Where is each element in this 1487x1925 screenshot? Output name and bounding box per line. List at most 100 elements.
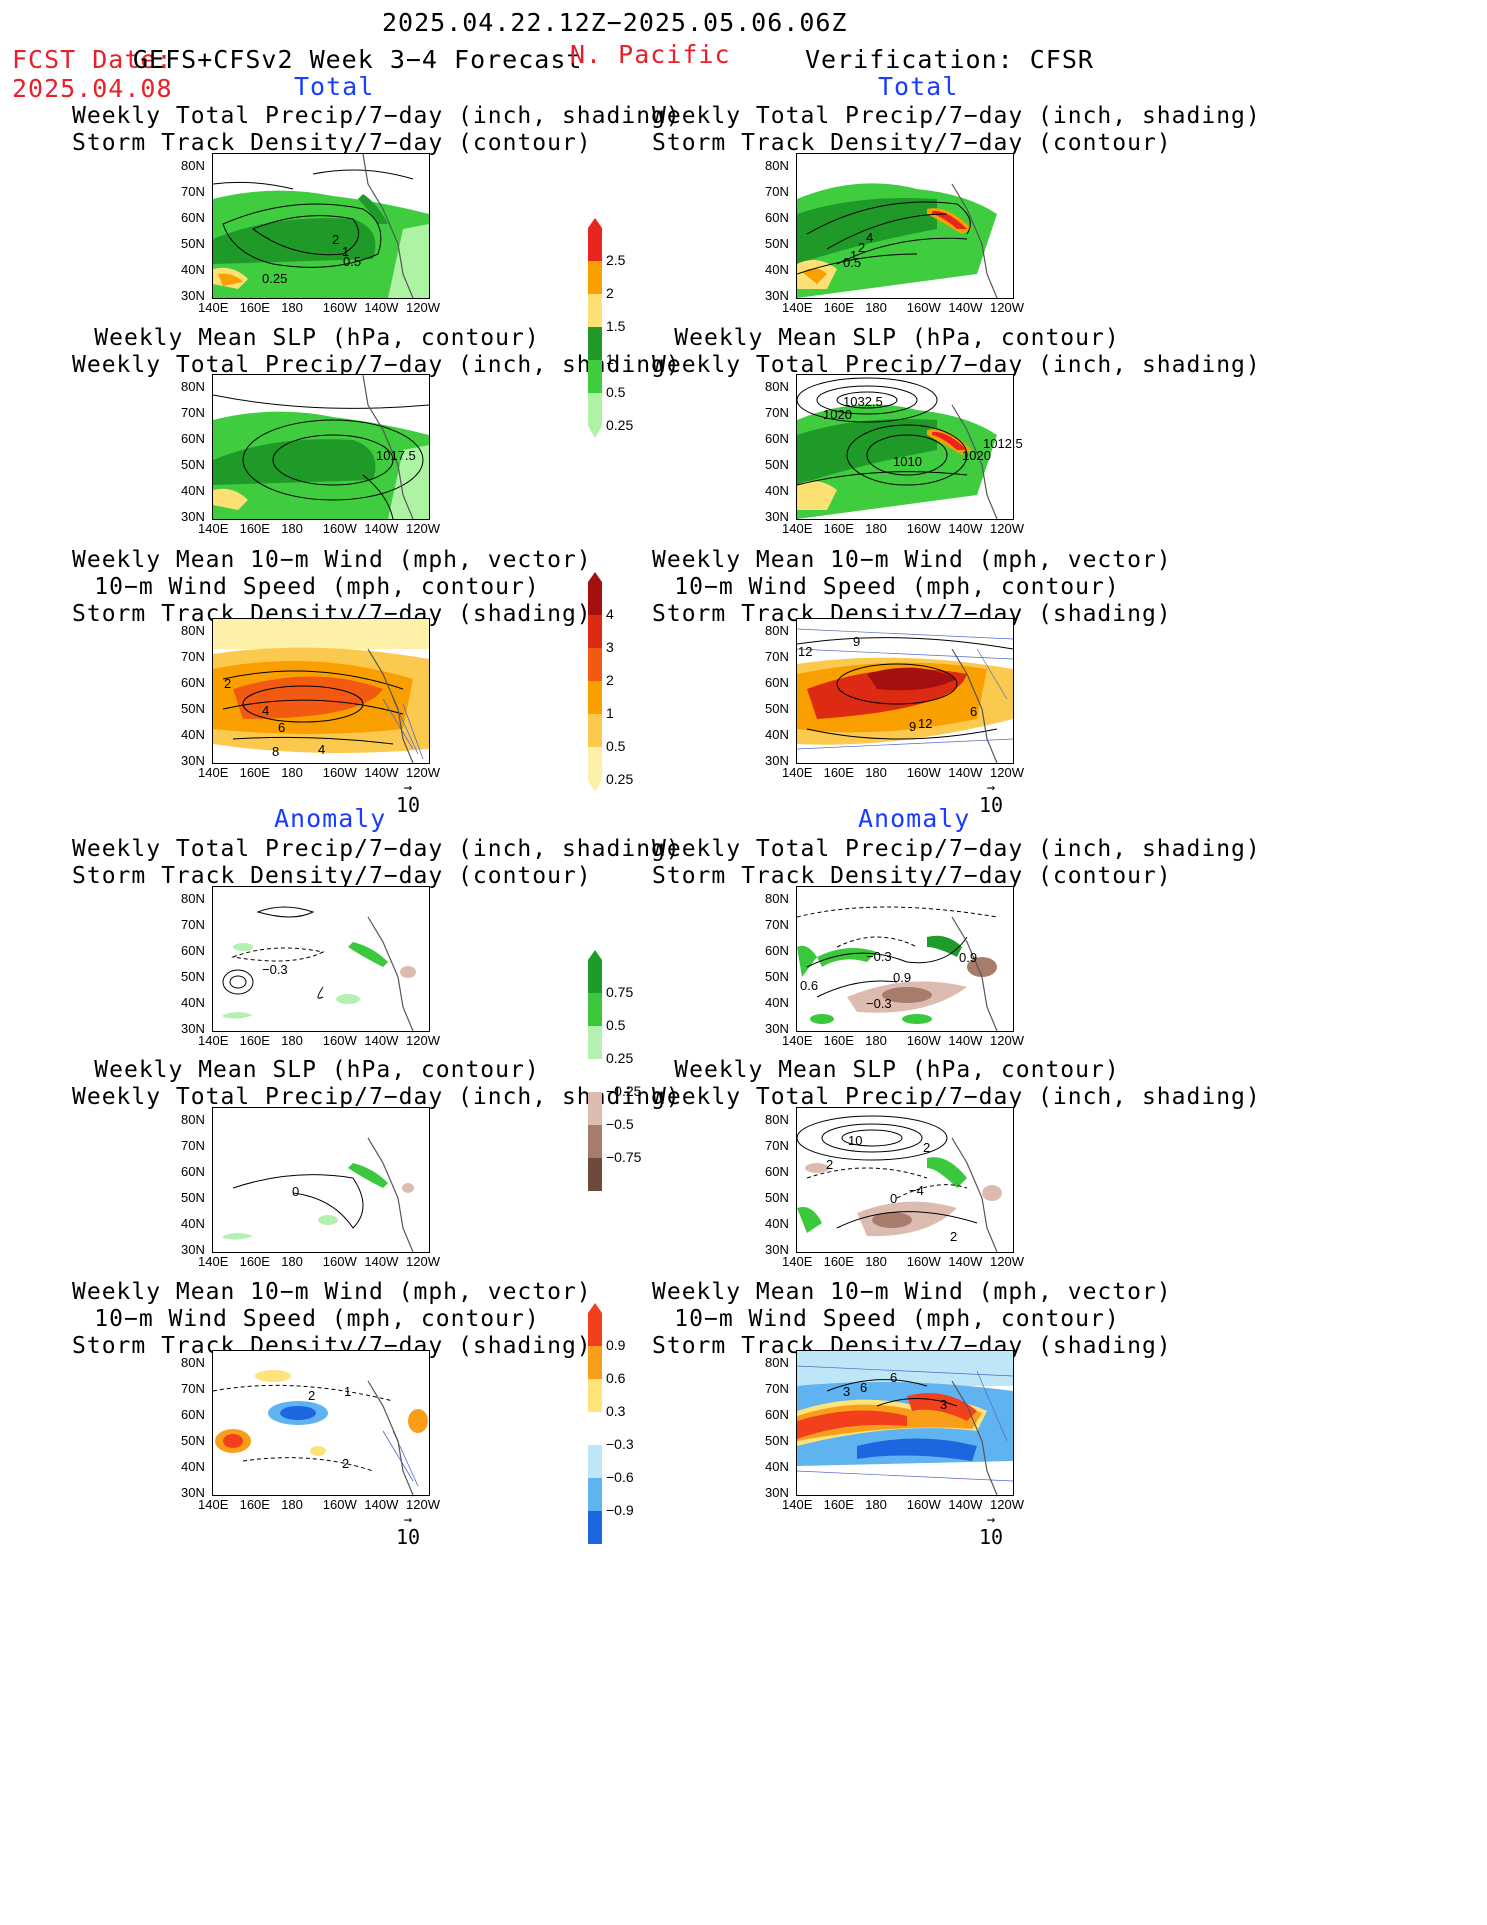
lat-tick-label: 60N xyxy=(181,210,205,225)
colorbar-segment xyxy=(588,360,602,393)
colorbar-segment xyxy=(588,993,602,1026)
lat-tick-label: 80N xyxy=(181,1355,205,1370)
contour-label: −0.3 xyxy=(866,996,892,1011)
contour-label: 3 xyxy=(843,1384,851,1399)
lon-tick-label: 180 xyxy=(281,300,303,315)
colorbar-tick-label: −0.75 xyxy=(606,1149,642,1165)
lat-tick-label: 50N xyxy=(765,701,789,716)
lon-tick-label: 160E xyxy=(239,1033,270,1048)
colorbar-tick-label: 4 xyxy=(606,606,614,622)
lat-tick-label: 60N xyxy=(765,1407,789,1422)
lon-tick-label: 180 xyxy=(865,300,887,315)
contour-label: 2 xyxy=(224,676,232,691)
contour-label: −0.3 xyxy=(866,949,892,964)
lon-tick-label: 160W xyxy=(906,300,941,315)
colorbar-tick-label: 0.25 xyxy=(606,417,634,433)
colorbar-tick-label: 1 xyxy=(606,351,614,367)
map-obs-wind-total xyxy=(796,618,1014,764)
contour-label: 0.5 xyxy=(843,255,862,270)
colorbar-segment xyxy=(588,1445,602,1478)
contour-label: 2 xyxy=(308,1388,316,1403)
colorbar-tips xyxy=(588,950,602,960)
lon-tick-label: 140W xyxy=(364,1497,399,1512)
contour-label: 6 xyxy=(970,704,978,719)
lat-tick-label: 70N xyxy=(181,1381,205,1396)
lon-tick-label: 180 xyxy=(281,1497,303,1512)
contour-label: 6 xyxy=(278,720,286,735)
lat-tick-label: 40N xyxy=(181,483,205,498)
lon-tick-label: 160W xyxy=(322,765,357,780)
lon-tick-label: 120W xyxy=(990,300,1024,315)
lon-tick-label: 160W xyxy=(906,1033,941,1048)
lon-tick-label: 120W xyxy=(406,765,440,780)
colorbar-tick-label: −0.3 xyxy=(606,1436,634,1452)
lon-tick-label: 140W xyxy=(364,1254,399,1269)
vector-reference: → 10 xyxy=(978,1512,1004,1549)
contour-label: 0 xyxy=(890,1191,898,1206)
contour-label: 12 xyxy=(798,644,813,659)
lon-tick-label: 140W xyxy=(948,1497,983,1512)
map-fcst-slp-anom xyxy=(212,1107,430,1253)
lat-tick-label: 40N xyxy=(181,1216,205,1231)
lat-tick-label: 40N xyxy=(181,262,205,277)
colorbar-segment xyxy=(588,327,602,360)
contour-label: 1020 xyxy=(823,407,852,422)
colorbar-tick-label: 1 xyxy=(606,705,614,721)
colorbar-tick-label: −0.5 xyxy=(606,1116,634,1132)
lon-tick-label: 140W xyxy=(364,300,399,315)
lat-tick-label: 70N xyxy=(181,1138,205,1153)
colorbar-tick-label: −0.6 xyxy=(606,1469,634,1485)
contour-label: −0.3 xyxy=(262,962,288,977)
colorbar-tick-label: 2.5 xyxy=(606,252,626,268)
map-fcst-slp-total xyxy=(212,374,430,520)
colorbar-tips xyxy=(588,572,602,792)
contour-label: 1032.5 xyxy=(843,394,883,409)
contour-label: 1017.5 xyxy=(376,448,416,463)
lat-tick-label: 70N xyxy=(181,405,205,420)
section-total-left: Total xyxy=(294,72,375,101)
colorbar-tick-label: 0.75 xyxy=(606,984,634,1000)
contour-label: 2 xyxy=(858,240,866,255)
contour-label: 2 xyxy=(826,1157,834,1172)
colorbar-tips xyxy=(588,1303,602,1313)
colorbar-tick-label: 0.5 xyxy=(606,384,626,400)
lon-tick-label: 160W xyxy=(322,1497,357,1512)
colorbar-segment xyxy=(588,1059,602,1092)
lat-tick-label: 80N xyxy=(181,623,205,638)
colorbar-segment xyxy=(588,228,602,261)
lon-tick-label: 140E xyxy=(198,1497,229,1512)
lon-tick-label: 120W xyxy=(990,1254,1024,1269)
lat-tick-label: 40N xyxy=(765,483,789,498)
lat-tick-label: 70N xyxy=(765,1381,789,1396)
colorbar-segment xyxy=(588,393,602,426)
lon-tick-label: 140E xyxy=(198,1033,229,1048)
colorbar-segment xyxy=(588,1511,602,1544)
lon-tick-label: 140E xyxy=(198,300,229,315)
lon-tick-label: 160E xyxy=(239,765,270,780)
colorbar-tick-label: 0.25 xyxy=(606,771,634,787)
colorbar-segment xyxy=(588,681,602,714)
lat-tick-label: 80N xyxy=(765,379,789,394)
colorbar-segment xyxy=(588,747,602,780)
region-title: N. Pacific xyxy=(570,40,731,69)
colorbar-tick-label: 0.5 xyxy=(606,738,626,754)
lon-tick-label: 140W xyxy=(948,1033,983,1048)
panel-title: Weekly Mean SLP (hPa, contour) Weekly Tot… xyxy=(72,325,681,378)
lon-tick-label: 160W xyxy=(322,1254,357,1269)
lon-tick-label: 160W xyxy=(906,765,941,780)
lat-tick-label: 40N xyxy=(181,1459,205,1474)
verification-title: Verification: CFSR xyxy=(805,45,1094,74)
contour-label: 1 xyxy=(850,248,858,263)
lon-tick-label: 140E xyxy=(782,1254,813,1269)
contour-label: 6 xyxy=(890,1370,898,1385)
colorbar-segment xyxy=(588,1158,602,1191)
contour-label: 4 xyxy=(866,230,874,245)
panel-title: Weekly Mean SLP (hPa, contour) Weekly Tot… xyxy=(652,325,1261,378)
lon-tick-label: 140E xyxy=(198,765,229,780)
colorbar-segment xyxy=(588,1412,602,1445)
colorbar-tick-label: 0.9 xyxy=(606,1337,626,1353)
lon-tick-label: 160E xyxy=(823,1497,854,1512)
lon-tick-label: 120W xyxy=(406,1497,440,1512)
period-title: 2025.04.22.12Z−2025.05.06.06Z xyxy=(382,8,848,37)
lat-tick-label: 80N xyxy=(181,158,205,173)
